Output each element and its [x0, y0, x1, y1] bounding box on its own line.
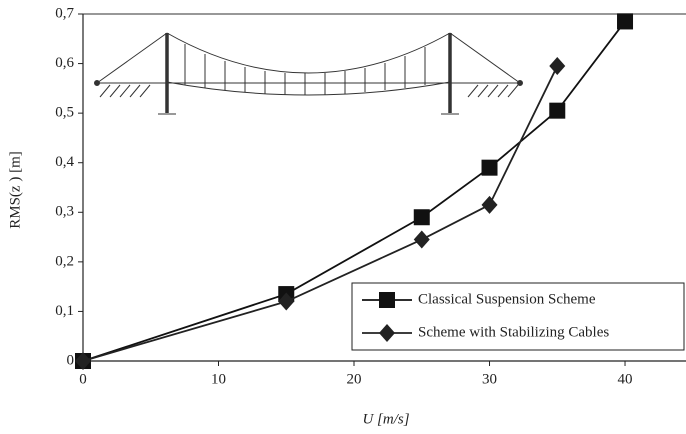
data-point — [413, 209, 430, 226]
data-point — [481, 195, 498, 214]
y-tick-label: 0,5 — [55, 105, 74, 121]
x-tick-label: 30 — [482, 371, 497, 387]
y-tick-label: 0,1 — [55, 303, 74, 319]
bridge-diagram — [94, 32, 523, 115]
y-tick-label: 0,4 — [55, 154, 74, 170]
y-tick-label: 0,7 — [55, 5, 74, 21]
y-tick-label: 0,2 — [55, 253, 74, 269]
series-line — [82, 20, 626, 362]
y-tick-label: 0,6 — [55, 55, 74, 71]
x-tick-label: 0 — [79, 371, 87, 387]
data-point — [549, 57, 566, 76]
y-tick-label: 0,3 — [55, 204, 74, 220]
legend-marker — [379, 292, 395, 308]
x-tick-label: 10 — [211, 371, 226, 387]
x-axis-label: U [m/s] — [362, 411, 409, 427]
data-point — [278, 292, 295, 311]
legend-label: Scheme with Stabilizing Cables — [418, 324, 609, 340]
data-point — [617, 13, 634, 30]
legend-box — [351, 282, 685, 351]
y-axis-label: RMS(z ) [m] — [7, 151, 23, 229]
x-tick-label: 40 — [618, 371, 633, 387]
data-point — [75, 352, 91, 370]
data-point — [481, 159, 498, 176]
data-point — [413, 230, 430, 249]
legend-label: Classical Suspension Scheme — [418, 291, 596, 307]
y-tick-label: 0 — [67, 352, 75, 368]
data-point — [549, 102, 566, 119]
legend-marker — [379, 324, 395, 342]
x-tick-label: 20 — [347, 371, 362, 387]
